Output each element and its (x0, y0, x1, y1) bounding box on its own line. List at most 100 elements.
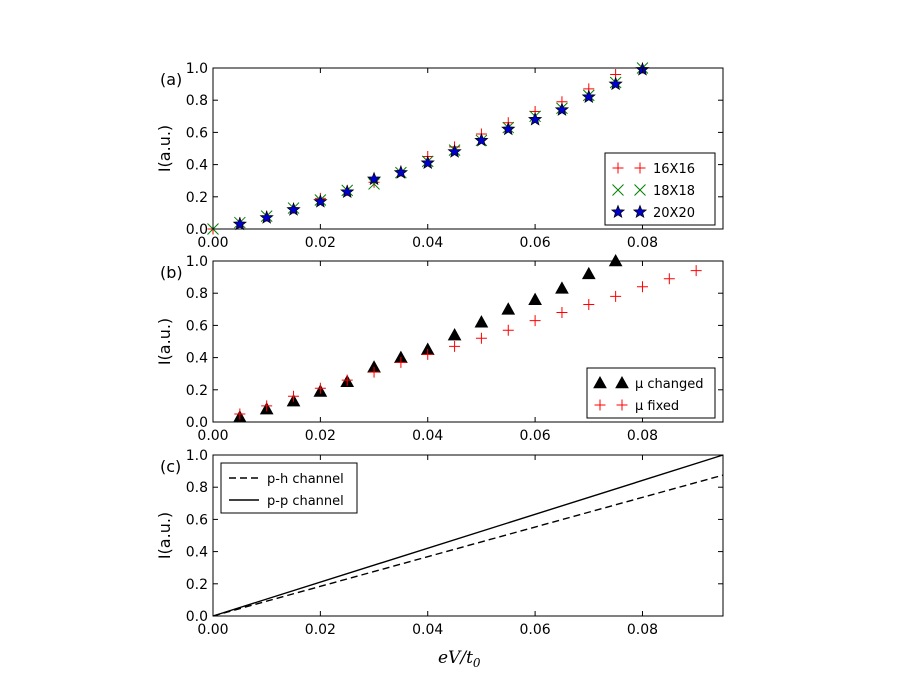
data-point (259, 210, 274, 224)
y-tick-label: 0.4 (186, 351, 208, 367)
x-axis-label: eV/t0 (438, 648, 481, 670)
data-point (690, 265, 702, 277)
data-point (449, 340, 461, 352)
y-tick-label: 1.0 (186, 254, 208, 270)
legend-label: 18X18 (653, 184, 695, 199)
legend-marker (634, 162, 646, 174)
data-point (314, 382, 326, 394)
data-point (581, 266, 596, 280)
legend-label: μ changed (635, 377, 704, 392)
y-tick-label: 0.6 (186, 318, 208, 334)
x-tick-label: 0.02 (305, 622, 336, 638)
y-tick-label: 0.8 (186, 93, 208, 109)
data-point (422, 348, 434, 360)
y-tick-label: 0.0 (186, 222, 208, 238)
legend-label: p-h channel (267, 472, 344, 487)
y-axis-label: I(a.u.) (155, 512, 174, 559)
data-point (608, 253, 623, 267)
plot-area (212, 454, 724, 617)
legend-marker (615, 375, 629, 389)
y-tick-label: 0.0 (186, 415, 208, 431)
y-tick-label: 0.8 (186, 480, 208, 496)
data-point (663, 273, 675, 285)
data-point (395, 356, 407, 368)
panel-label: (c) (160, 457, 181, 476)
x-axis-label-part: eV/ (438, 648, 468, 668)
panel-label: (b) (160, 263, 183, 282)
x-tick-label: 0.00 (197, 428, 228, 444)
data-point (474, 315, 489, 328)
data-point (583, 298, 595, 310)
y-axis-label: I(a.u.) (155, 318, 174, 365)
series-line-2 (212, 454, 724, 617)
data-point (474, 132, 489, 147)
legend-marker (612, 184, 624, 196)
data-point (288, 390, 300, 402)
y-tick-label: 0.4 (186, 158, 208, 174)
x-tick-label: 0.00 (197, 235, 228, 251)
legend: p-h channel p-p channel (220, 462, 358, 514)
legend-marker (594, 399, 606, 411)
legend: μ changed μ fixed (586, 367, 716, 419)
legend-box (586, 367, 716, 419)
data-point (368, 366, 380, 378)
x-tick-label: 0.04 (412, 622, 443, 638)
data-point (555, 281, 569, 294)
legend-marker (593, 375, 607, 389)
chart-panel-1: 0.00 0.02 0.04 0.06 0.08 0.0 0.2 0.4 0.6 0.8 1.0 I(… (155, 61, 724, 251)
data-point (366, 171, 382, 186)
y-tick-label: 0.2 (186, 383, 208, 399)
series-line-1 (212, 474, 724, 617)
data-point (610, 290, 622, 302)
legend-box (220, 462, 358, 514)
y-tick-label: 0.6 (186, 125, 208, 141)
x-tick-label: 0.06 (520, 622, 551, 638)
legend-marker (632, 204, 648, 219)
legend-label: 20X20 (653, 206, 695, 221)
x-tick-label: 0.08 (627, 622, 658, 638)
data-point (475, 332, 487, 344)
x-axis-label-subscript: 0 (473, 656, 481, 670)
data-point (556, 307, 568, 319)
data-point (340, 184, 355, 199)
y-tick-label: 0.2 (186, 190, 208, 206)
data-point (554, 102, 570, 116)
chart-panel-2: 0.00 0.02 0.04 0.06 0.08 0.0 0.2 0.4 0.6 0.8 1.0 I(… (155, 253, 724, 444)
legend-label: p-p channel (267, 494, 344, 509)
legend-marker (616, 399, 628, 411)
y-tick-label: 0.8 (186, 286, 208, 302)
x-axis-label-part: t (466, 648, 473, 668)
x-tick-label: 0.06 (520, 235, 551, 251)
plot-area (232, 253, 702, 423)
data-point (581, 89, 596, 104)
x-tick-label: 0.04 (412, 235, 443, 251)
data-point (608, 76, 623, 91)
legend-marker (610, 204, 626, 219)
data-point (501, 121, 516, 136)
data-point (528, 112, 543, 126)
legend-label: 16X16 (653, 162, 695, 177)
plot-area (207, 62, 650, 235)
axes-frame (212, 67, 724, 230)
x-tick-label: 0.08 (627, 428, 658, 444)
legend-marker (634, 184, 646, 196)
y-tick-label: 0.0 (186, 609, 208, 625)
y-axis-label: I(a.u.) (155, 125, 174, 172)
data-point (368, 178, 380, 190)
x-tick-label: 0.08 (627, 235, 658, 251)
x-tick-label: 0.00 (197, 622, 228, 638)
chart-panel-3: 0.00 0.02 0.04 0.06 0.08 0.0 0.2 0.4 0.6 0.8 1.0 I(… (155, 448, 724, 670)
y-tick-label: 1.0 (186, 61, 208, 77)
data-point (420, 155, 435, 170)
data-point (313, 194, 328, 208)
data-point (447, 328, 462, 341)
data-point (529, 315, 541, 327)
data-point (286, 202, 301, 216)
data-point (447, 144, 462, 158)
data-point (636, 281, 648, 293)
data-point (393, 165, 408, 179)
panel-label: (a) (160, 70, 182, 89)
data-point (341, 374, 353, 386)
axes-frame (212, 260, 724, 423)
